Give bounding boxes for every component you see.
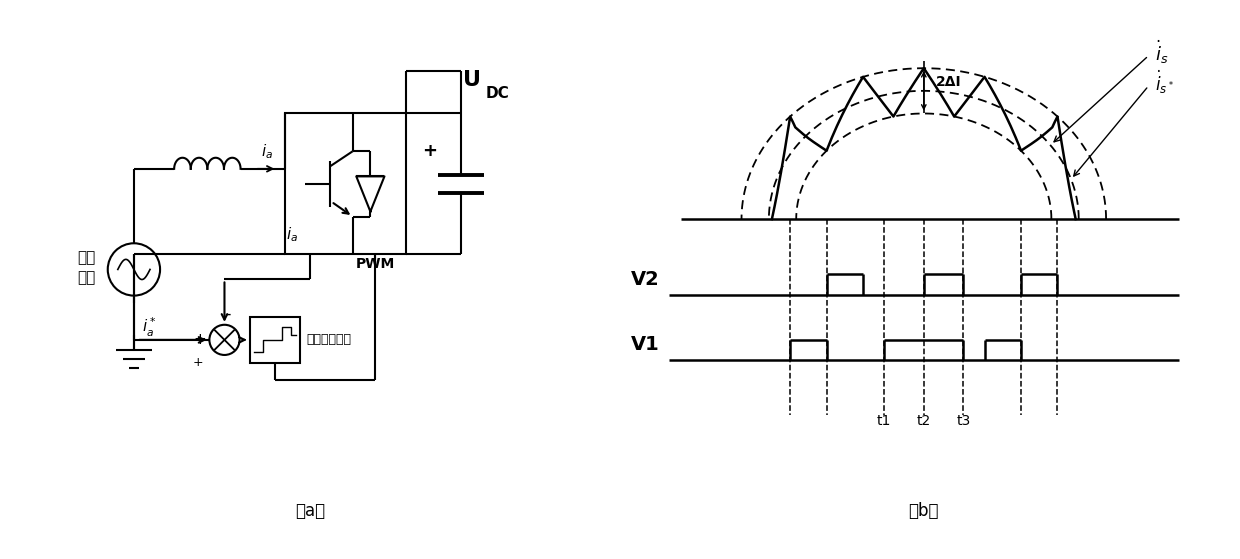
Text: 电源: 电源	[77, 270, 95, 285]
Text: $i_a^*$: $i_a^*$	[141, 316, 156, 339]
Text: PWM: PWM	[356, 258, 396, 272]
Text: 模拟: 模拟	[77, 250, 95, 265]
Text: $i_a$: $i_a$	[262, 142, 273, 161]
Text: t3: t3	[956, 414, 971, 428]
Text: -: -	[223, 305, 231, 323]
Text: 滞环比较模块: 滞环比较模块	[306, 333, 351, 347]
Text: $\dot{i}_{s^*}$: $\dot{i}_{s^*}$	[1154, 69, 1173, 96]
Text: $\mathbf{U}$: $\mathbf{U}$	[463, 70, 480, 90]
Text: V1: V1	[631, 335, 660, 354]
Bar	[249, 317, 300, 362]
Text: V2: V2	[631, 269, 660, 288]
Text: DC: DC	[485, 87, 510, 101]
Text: （b）: （b）	[909, 502, 939, 520]
Text: （a）: （a）	[295, 502, 325, 520]
Text: +: +	[193, 332, 206, 347]
Text: $\dot{i}_s$: $\dot{i}_s$	[1154, 39, 1168, 65]
Text: +: +	[193, 356, 203, 369]
Text: t2: t2	[916, 414, 931, 428]
Text: t1: t1	[877, 414, 892, 428]
Text: +: +	[423, 142, 438, 160]
Text: $i_a$: $i_a$	[286, 225, 299, 244]
Text: 2ΔI: 2ΔI	[936, 75, 961, 89]
Bar	[285, 113, 405, 254]
